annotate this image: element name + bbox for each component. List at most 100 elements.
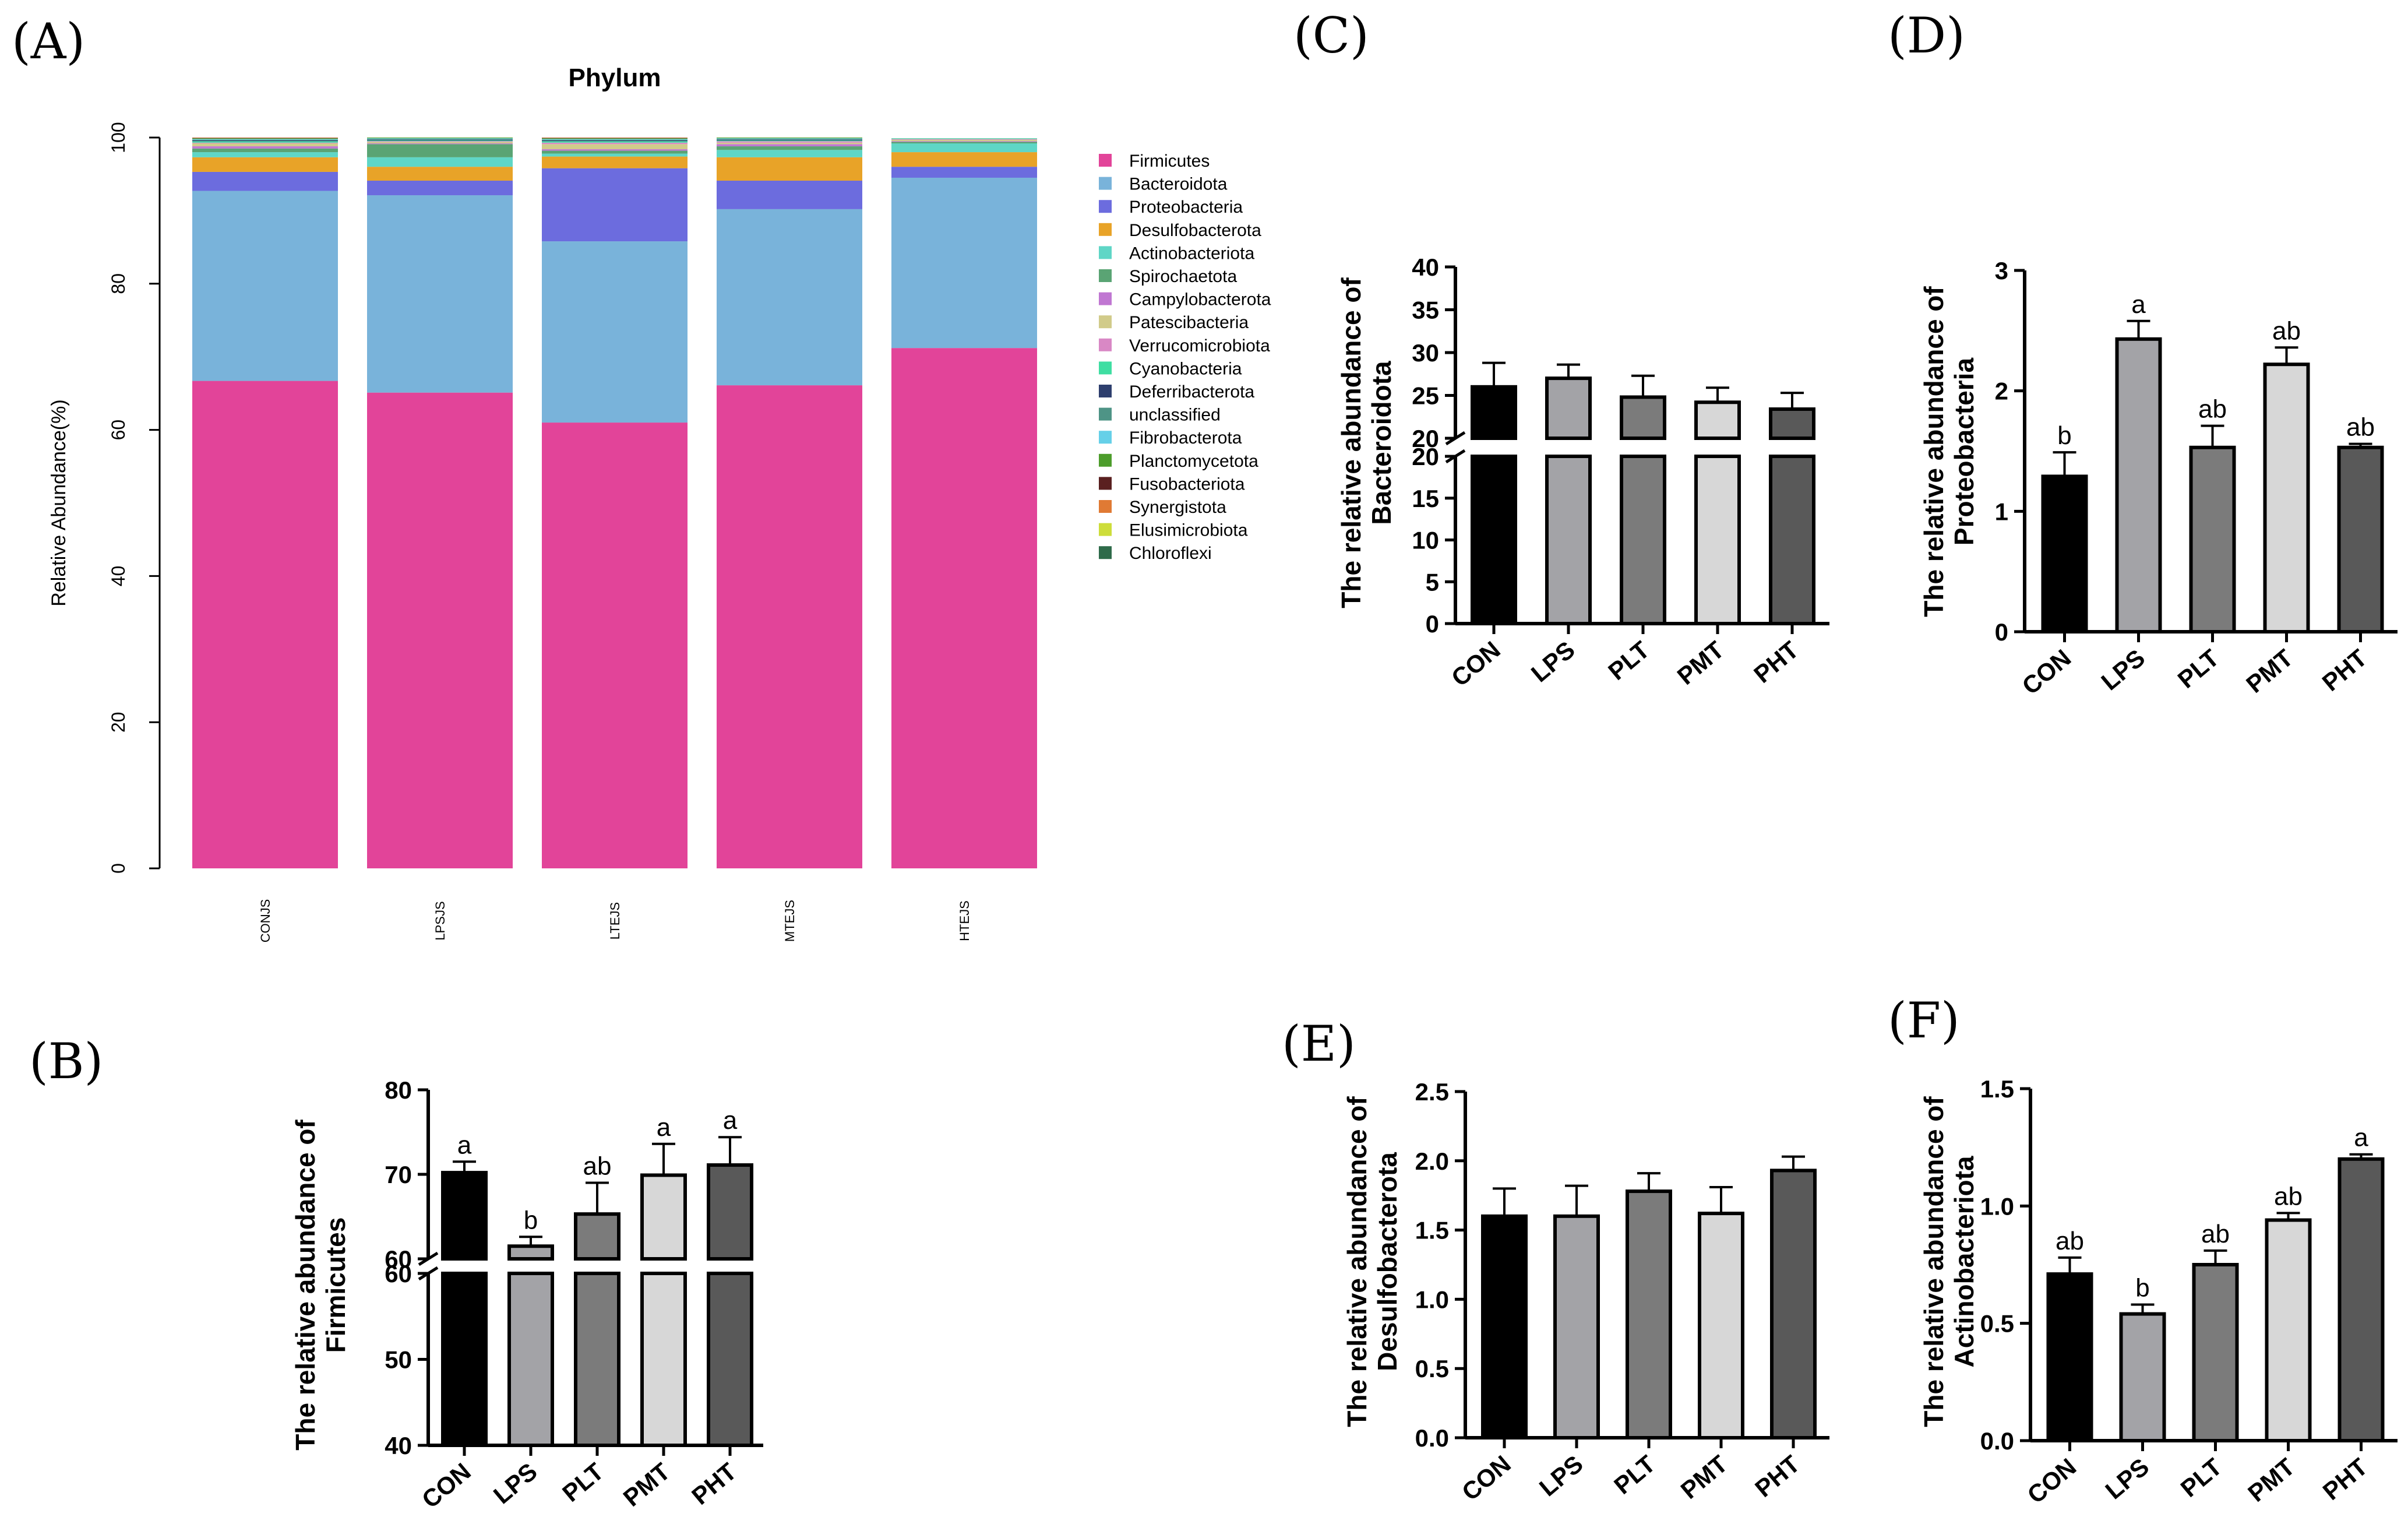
stacked-segment-patescibacteria (367, 142, 513, 144)
legend-swatch (1099, 292, 1112, 305)
bar-pmt (1698, 1212, 1744, 1440)
stacked-segment-spirochaetota (542, 150, 688, 154)
x-tick-label: CON (1457, 1450, 1516, 1506)
legend-swatch (1099, 338, 1112, 351)
y-axis-label: The relative abundance ofBacteroidota (1336, 277, 1397, 608)
y-tick-label: 2.5 (1415, 1078, 1449, 1106)
stacked-segment-fibrobacterota (367, 138, 513, 139)
stacked-segment-cyanobacteria (542, 141, 688, 143)
legend-swatch (1099, 500, 1112, 513)
legend-swatch (1099, 407, 1112, 421)
legend-swatch (1099, 453, 1112, 467)
bar-plt (2189, 445, 2236, 633)
y-tick-label: 40 (385, 1432, 412, 1459)
stacked-segment-actinobacteriota (367, 157, 513, 167)
y-tick-label: 0.0 (1980, 1427, 2014, 1455)
bar-lps (1553, 1214, 1600, 1440)
stacked-segment-desulfobacterota (367, 167, 513, 181)
panel-label-a: (A) (12, 13, 85, 70)
x-tick-label: PMT (618, 1458, 675, 1512)
stacked-segment-actinobacteriota (192, 152, 338, 157)
stacked-segment-spirochaetota (367, 144, 513, 157)
stacked-segment-spirochaetota (891, 142, 1037, 144)
y-tick-label: 10 (1412, 527, 1439, 554)
y-axis-label-line: Bacteroidota (1366, 361, 1397, 525)
stacked-segment-desulfobacterota (192, 157, 338, 172)
y-tick-label: 50 (385, 1346, 412, 1374)
bar-lower-pmt (640, 1272, 687, 1447)
legend-label: Synergistota (1129, 498, 1226, 517)
bar-lower-con (441, 1272, 488, 1447)
bar-plt (2192, 1263, 2239, 1442)
bar-con (1481, 1214, 1528, 1440)
stacked-segment-proteobacteria (717, 180, 862, 209)
x-tick-label: PLT (1603, 636, 1655, 685)
bar-pmt (2265, 1218, 2312, 1443)
significance-letter: a (2354, 1124, 2368, 1152)
y-axis-label-line: Desulfobacterota (1372, 1152, 1402, 1371)
stacked-segment-proteobacteria (367, 180, 513, 196)
bar-pht (2337, 445, 2384, 633)
legend-swatch (1099, 315, 1112, 329)
legend-swatch (1099, 269, 1112, 282)
stacked-segment-desulfobacterota (542, 156, 688, 168)
legend-swatch (1099, 154, 1112, 167)
y-tick-label: 80 (385, 1076, 412, 1104)
stacked-segment-actinobacteriota (542, 153, 688, 157)
x-tick-label: LPS (488, 1458, 542, 1509)
bar-lower-lps (507, 1272, 554, 1447)
panel-label-e: (E) (1282, 1015, 1356, 1072)
x-tick-label: HTEJS (957, 900, 972, 941)
y-tick-label: 1.0 (1415, 1286, 1449, 1313)
x-tick-label: PHT (686, 1458, 742, 1510)
bar-upper-pmt (1694, 400, 1741, 441)
y-tick-label: 60 (385, 1245, 412, 1273)
stacked-segment-bacteroidota (717, 209, 862, 386)
y-tick-label: 15 (1412, 485, 1439, 512)
y-tick-label: 40 (108, 566, 129, 587)
legend-label: Patescibacteria (1129, 313, 1249, 332)
stacked-segment-campylobacterota (717, 144, 862, 147)
stacked-segment-unclassified (717, 139, 862, 140)
x-tick-label: PHT (2318, 1453, 2373, 1505)
legend-label: Desulfobacterota (1129, 221, 1261, 240)
stacked-segment-firmicutes (367, 392, 513, 868)
stacked-segment-cyanobacteria (192, 141, 338, 143)
significance-letter: a (723, 1106, 738, 1135)
y-tick-label: 1 (1995, 498, 2008, 525)
x-tick-label: LPS (2100, 1453, 2154, 1505)
y-tick-label: 100 (108, 122, 129, 153)
stacked-segment-proteobacteria (542, 168, 688, 242)
y-tick-label: 0 (1995, 618, 2008, 646)
stacked-segment-verrucomicrobiota (367, 141, 513, 142)
stacked-segment-fibrobacterota (717, 138, 862, 139)
significance-letter: a (457, 1131, 472, 1159)
x-tick-label: PLT (2176, 1453, 2227, 1502)
y-tick-label: 0 (1426, 610, 1439, 638)
bar-upper-pmt (640, 1173, 687, 1261)
stacked-segment-bacteroidota (891, 177, 1037, 349)
bar-upper-plt (574, 1212, 620, 1261)
stacked-segment-campylobacterota (367, 143, 513, 145)
stacked-segment-fusobacteriota (192, 138, 338, 139)
stacked-segment-unclassified (367, 139, 513, 140)
x-tick-label: PMT (1676, 1450, 1733, 1504)
y-tick-label: 5 (1426, 568, 1439, 596)
legend-swatch (1099, 385, 1112, 397)
x-tick-label: PHT (2317, 644, 2372, 696)
significance-letter: ab (2198, 395, 2227, 424)
x-tick-label: CON (2017, 644, 2076, 700)
stacked-segment-patescibacteria (542, 144, 688, 150)
significance-letter: b (524, 1206, 538, 1234)
stacked-segment-fibrobacterota (192, 139, 338, 140)
y-tick-label: 0.5 (1980, 1310, 2014, 1338)
y-axis-label: The relative abundance ofProteobacteria (1919, 286, 1979, 617)
legend-label: Actinobacteriota (1129, 244, 1254, 263)
y-tick-label: 60 (108, 420, 129, 441)
significance-letter: b (2135, 1273, 2149, 1302)
x-tick-label: LPS (1534, 1450, 1588, 1502)
legend-label: Deferribacterota (1129, 382, 1254, 402)
legend-swatch (1099, 477, 1112, 490)
